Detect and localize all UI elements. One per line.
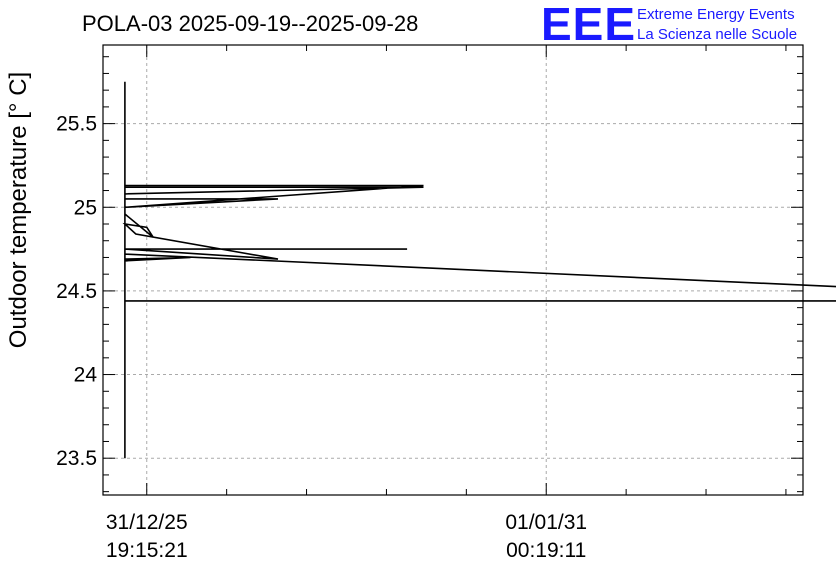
- eee-logo: EEE Extreme Energy Events La Scienza nel…: [541, 0, 797, 50]
- x-tick-label-date: 01/01/31: [505, 511, 587, 534]
- y-tick-label: 25.5: [56, 113, 97, 136]
- eee-logo-line1: Extreme Energy Events: [637, 6, 795, 23]
- axis-ticks: [103, 45, 803, 495]
- eee-logo-letters: EEE: [541, 0, 636, 50]
- y-tick-label: 24.5: [56, 280, 97, 303]
- x-tick-label-time: 19:15:21: [106, 539, 188, 562]
- plot-frame: [102, 44, 804, 496]
- data-series: [122, 81, 836, 459]
- y-tick-label: 24: [74, 364, 98, 387]
- chart-title: POLA-03 2025-09-19--2025-09-28: [82, 11, 418, 36]
- grid-lines: [103, 45, 803, 495]
- y-tick-label: 23.5: [56, 447, 97, 470]
- temperature-series-line: [122, 81, 836, 459]
- y-axis-label: Outdoor temperature [° C]: [5, 72, 32, 348]
- tick-labels: 23.5 24 24.5 25 25.5 31/12/25 19:15:21 01/01/31…: [56, 113, 587, 562]
- y-tick-label: 25: [74, 196, 97, 219]
- eee-logo-line2: La Scienza nelle Scuole: [637, 26, 797, 43]
- x-tick-label-date: 31/12/25: [106, 511, 188, 534]
- x-tick-label-time: 00:19:11: [506, 539, 586, 562]
